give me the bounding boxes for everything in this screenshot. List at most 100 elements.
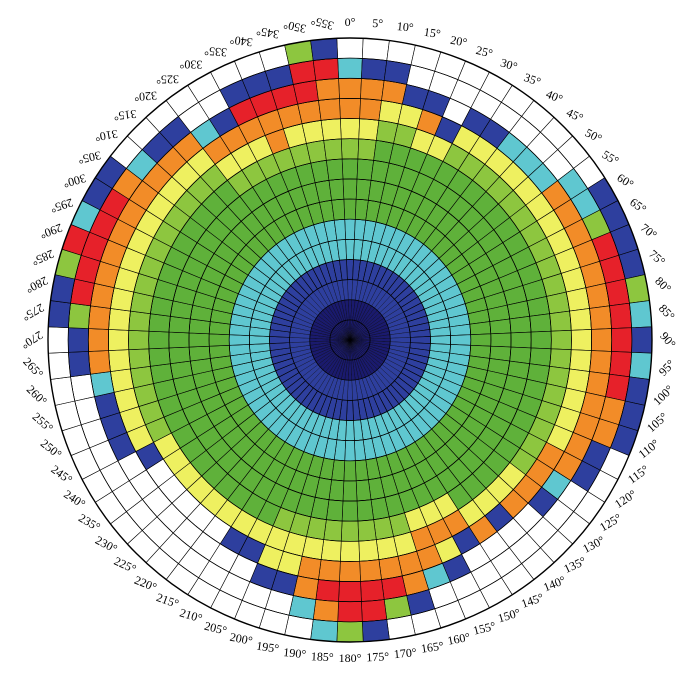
polar-cell (631, 326, 653, 354)
polar-ring (329, 319, 371, 361)
angle-tick-label: 95° (656, 357, 678, 379)
polar-cell (589, 350, 612, 375)
polar-cell (337, 57, 363, 79)
polar-cell (312, 599, 339, 622)
angle-tick-label: 105° (644, 409, 671, 435)
polar-cell (67, 327, 89, 353)
polar-cell (68, 302, 91, 329)
polar-cell (331, 198, 346, 221)
angle-tick-label: 290° (38, 221, 64, 242)
polar-ring (67, 57, 633, 623)
polar-ring (168, 158, 532, 522)
angle-tick-label: 285° (29, 247, 56, 269)
polar-cell (565, 287, 590, 312)
polar-cell (88, 350, 111, 375)
polar-ring (87, 77, 613, 603)
polar-cell (340, 520, 360, 542)
polar-cell (629, 300, 653, 329)
angle-tick-label: 305° (77, 148, 102, 167)
polar-cell (570, 329, 592, 351)
polar-cell (297, 100, 322, 125)
polar-cell (108, 308, 131, 331)
angle-tick-label: 205° (203, 619, 229, 638)
polar-cell (381, 575, 408, 600)
polar-cell (47, 351, 71, 380)
polar-cell (336, 621, 364, 643)
polar-cell (341, 500, 359, 522)
angle-tick-label: 0° (345, 15, 356, 29)
polar-cell (341, 158, 359, 180)
polar-cell (310, 619, 339, 643)
polar-ring (148, 138, 552, 542)
angle-tick-label: 340° (229, 33, 254, 50)
angle-tick-label: 265° (20, 355, 46, 381)
polar-cell (358, 118, 380, 141)
polar-cell (410, 336, 431, 344)
polar-cell (168, 346, 191, 364)
polar-cell (337, 601, 363, 623)
angle-tick-label: 35° (522, 70, 543, 89)
angle-tick-label: 70° (638, 221, 660, 243)
polar-cell (346, 259, 354, 280)
polar-cell (228, 334, 250, 346)
polar-cell (68, 351, 91, 378)
angle-tick-label: 155° (472, 619, 498, 638)
angle-tick-label: 130° (580, 533, 607, 556)
angle-tick-label: 310° (94, 127, 119, 145)
polar-cell (148, 330, 170, 350)
angle-tick-label: 335° (204, 44, 228, 60)
polar-cell (470, 333, 492, 347)
polar-cell (361, 58, 388, 81)
polar-cell (148, 347, 171, 367)
angle-tick-label: 220° (132, 573, 159, 595)
polar-cell (315, 579, 340, 602)
polar-cell (148, 313, 171, 333)
angle-tick-label: 20° (449, 33, 468, 50)
polar-cell (336, 37, 364, 59)
angle-tick-label: 210° (178, 605, 204, 625)
angle-tick-label: 230° (93, 533, 120, 556)
angle-tick-label: 15° (423, 25, 442, 41)
angle-tick-label: 180° (339, 651, 362, 665)
polar-cell (585, 282, 610, 309)
angle-tick-label: 50° (583, 126, 605, 146)
angle-tick-label: 185° (311, 649, 335, 664)
polar-cell (591, 328, 613, 352)
polar-cell (326, 158, 344, 181)
polar-cell (87, 328, 109, 352)
polar-cell (346, 400, 354, 421)
polar-cell (358, 539, 380, 562)
angle-tick-label: 315° (113, 107, 137, 124)
polar-cell (90, 371, 115, 398)
polar-cell (208, 344, 231, 359)
angle-tick-label: 300° (62, 171, 88, 190)
polar-cell (340, 540, 360, 562)
polar-cell (47, 300, 71, 329)
polar-cell (344, 440, 356, 462)
polar-cell (323, 138, 343, 161)
polar-ring (208, 198, 492, 482)
angle-tick-label: 235° (76, 511, 103, 535)
angle-tick-label: 85° (656, 301, 678, 323)
polar-cell (339, 560, 361, 582)
polar-cell (340, 138, 360, 160)
angle-tick-label: 250° (38, 436, 65, 461)
polar-cell (355, 479, 372, 502)
polar-cell (345, 420, 355, 441)
polar-cell (320, 118, 342, 141)
polar-cell (359, 559, 382, 582)
polar-cell (343, 460, 357, 482)
angle-tick-label: 5° (372, 16, 384, 31)
polar-cell (338, 581, 362, 603)
angle-tick-label: 115° (625, 462, 651, 487)
polar-cell (530, 330, 552, 350)
angle-tick-label: 345° (255, 24, 280, 42)
angle-tick-label: 40° (544, 87, 565, 106)
polar-cell (361, 619, 390, 643)
angle-tick-label: 260° (24, 382, 50, 408)
polar-cell (108, 349, 131, 372)
angle-tick-label: 320° (134, 89, 158, 105)
polar-cell (269, 336, 290, 344)
angle-tick-label: 55° (600, 147, 622, 168)
polar-cell (550, 330, 572, 350)
